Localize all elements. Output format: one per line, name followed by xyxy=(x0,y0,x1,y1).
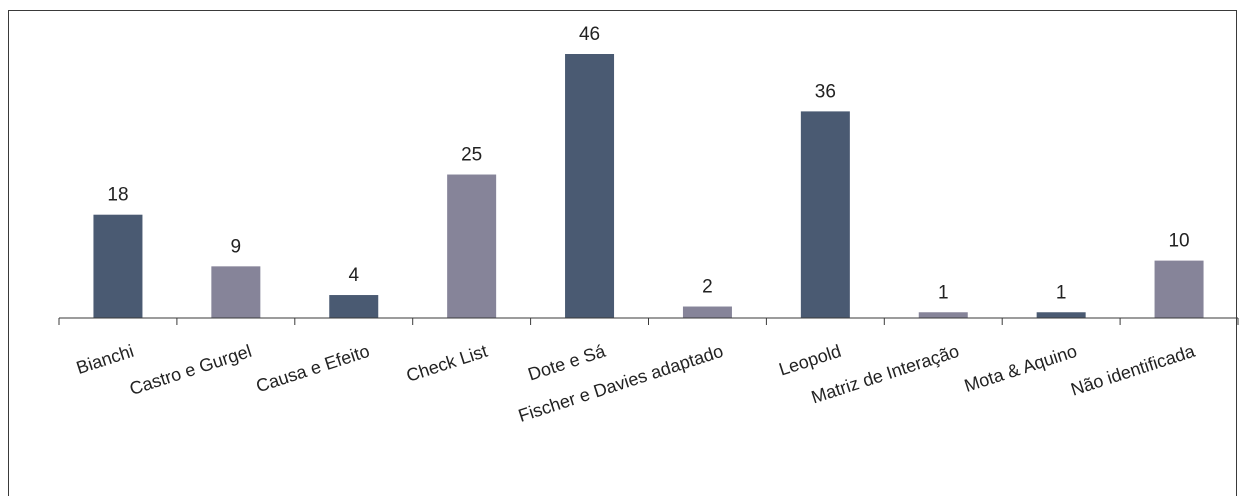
data-label: 10 xyxy=(1168,231,1189,252)
data-label: 1 xyxy=(1056,282,1067,303)
category-tick-label: Leopold xyxy=(776,341,843,380)
category-tick-label: Mota & Aquino xyxy=(962,341,1080,396)
chart-frame xyxy=(8,10,1237,496)
bar-4 xyxy=(565,54,615,318)
bar-5 xyxy=(682,306,732,318)
bar-2 xyxy=(329,295,379,318)
category-tick-label: Fischer e Davies adaptado xyxy=(516,341,726,426)
category-tick-label: Causa e Efeito xyxy=(254,341,372,397)
category-tick-label: Não identificada xyxy=(1068,340,1198,399)
data-label: 36 xyxy=(815,81,836,102)
bar-9 xyxy=(1154,260,1204,318)
data-label: 2 xyxy=(702,277,713,298)
bar-1 xyxy=(211,266,261,318)
data-label: 46 xyxy=(579,24,600,45)
data-label: 25 xyxy=(461,145,482,166)
bar-7 xyxy=(918,312,968,318)
category-tick-label: Check List xyxy=(404,341,490,386)
category-tick-label: Bianchi xyxy=(74,341,136,378)
bar-6 xyxy=(800,111,850,319)
category-tick-label: Dote e Sá xyxy=(525,340,608,384)
bar-3 xyxy=(447,174,497,318)
bar-8 xyxy=(1036,312,1086,318)
data-label: 9 xyxy=(231,236,242,257)
bar-0 xyxy=(93,214,143,318)
data-label: 1 xyxy=(938,282,949,303)
data-label: 4 xyxy=(348,265,359,286)
category-tick-label: Castro e Gurgel xyxy=(127,341,254,399)
data-label: 18 xyxy=(107,185,128,206)
